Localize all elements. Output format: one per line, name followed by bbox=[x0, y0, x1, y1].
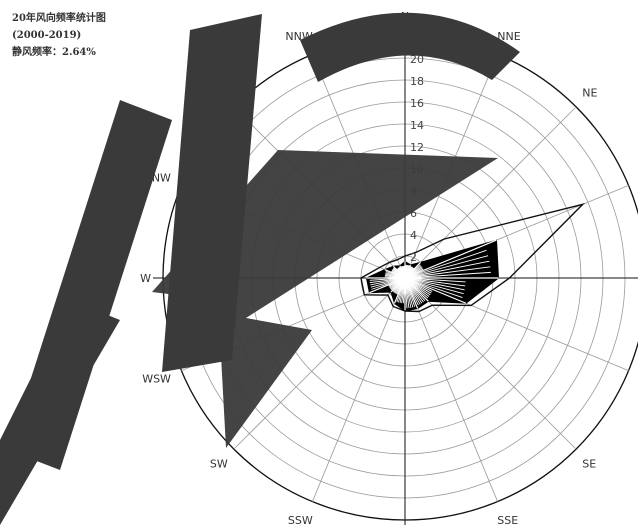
ring-tick-label: 4 bbox=[410, 229, 417, 242]
direction-label-sse: SSE bbox=[497, 514, 518, 525]
direction-label-nw: NW bbox=[209, 87, 228, 100]
direction-label-se: SE bbox=[582, 457, 596, 470]
ring-tick-label: 8 bbox=[410, 185, 417, 198]
chart-period: (2000-2019) bbox=[12, 30, 82, 41]
spoke bbox=[233, 106, 406, 279]
ring-tick-label: 18 bbox=[410, 75, 424, 88]
title-block: 20年风向频率统计图 (2000-2019) 静风频率：2.64% bbox=[12, 10, 106, 61]
direction-label-nne: NNE bbox=[497, 30, 520, 43]
spoke bbox=[312, 54, 406, 279]
ring-tick-label: 16 bbox=[410, 97, 424, 110]
direction-label-nnw: NNW bbox=[285, 30, 312, 43]
spoke bbox=[181, 185, 406, 279]
calm-frequency: 静风频率：2.64% bbox=[12, 47, 96, 58]
direction-label-ne: NE bbox=[582, 87, 597, 100]
ring-tick-label: 12 bbox=[410, 141, 424, 154]
ring-tick-label: 6 bbox=[410, 207, 417, 220]
direction-label-ssw: SSW bbox=[288, 514, 313, 525]
ring-tick-label: 2 bbox=[410, 251, 417, 264]
chart-title: 20年风向频率统计图 bbox=[12, 13, 106, 24]
direction-label-w: W bbox=[140, 272, 151, 285]
direction-label-wnw: WNW bbox=[141, 172, 171, 185]
direction-label-n: N bbox=[401, 10, 409, 23]
direction-label-sw: SW bbox=[210, 457, 228, 470]
ring-tick-label: 10 bbox=[410, 163, 424, 176]
ring-tick-label: 14 bbox=[410, 119, 424, 132]
ring-tick-label: 22 bbox=[410, 31, 424, 44]
spoke bbox=[312, 277, 406, 502]
spoke bbox=[404, 277, 577, 450]
spoke bbox=[233, 277, 406, 450]
ring-tick-label: 20 bbox=[410, 53, 424, 66]
direction-label-wsw: WSW bbox=[142, 372, 171, 385]
